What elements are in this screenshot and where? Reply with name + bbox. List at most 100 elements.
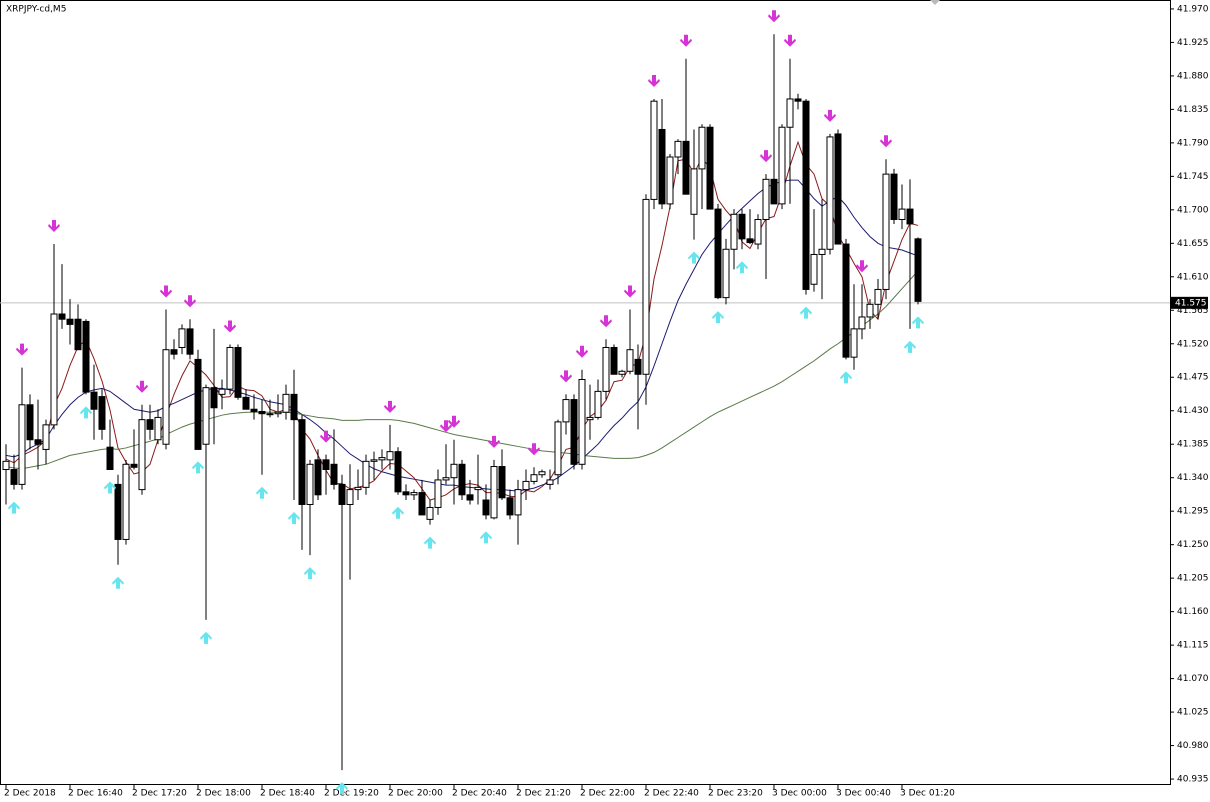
x-tick-label: 2 Dec 18:40 (260, 789, 315, 799)
candle-body (370, 459, 378, 462)
candle-body (666, 156, 674, 205)
candle-body (322, 459, 330, 471)
candle-body (50, 313, 58, 426)
buy-arrow (736, 261, 748, 274)
buy-arrow (80, 406, 92, 419)
buy-arrow (712, 311, 724, 324)
candle-body (138, 419, 146, 491)
buy-arrow (800, 306, 812, 319)
candle-body (786, 98, 794, 128)
sell-arrow (488, 435, 500, 448)
x-tick-label: 2 Dec 20:40 (452, 789, 507, 799)
sell-arrow (384, 400, 396, 413)
y-tick-label: 41.925 (1177, 38, 1209, 48)
candle-body (874, 288, 882, 305)
candle-body (314, 459, 322, 496)
candle-body (122, 463, 130, 540)
y-tick-label: 41.205 (1177, 574, 1209, 584)
candle-body (42, 424, 50, 450)
candle-body (730, 213, 738, 250)
y-tick-label: 40.980 (1177, 741, 1209, 751)
candle-body (682, 140, 690, 195)
candle-body (338, 483, 346, 505)
candle-body (234, 346, 242, 398)
sell-arrow (784, 34, 796, 47)
candle-body (706, 126, 714, 210)
candle-body (794, 98, 802, 102)
sell-arrow (16, 343, 28, 356)
candle-body (522, 480, 530, 491)
sell-arrow (680, 34, 692, 47)
candle-body (34, 439, 42, 445)
y-tick-label: 41.700 (1177, 205, 1209, 215)
candle-body (530, 474, 538, 482)
candle-body (842, 243, 850, 358)
candle-body (698, 126, 706, 170)
candle-body (378, 457, 386, 461)
y-tick-label: 41.025 (1177, 708, 1209, 718)
candle-body (2, 460, 10, 471)
y-tick-label: 41.295 (1177, 507, 1209, 517)
candle-body (490, 466, 498, 519)
buy-arrow (424, 536, 436, 549)
candle-body (714, 208, 722, 299)
sell-arrow (648, 74, 660, 87)
y-tick-label: 41.160 (1177, 607, 1209, 617)
buy-arrow (112, 576, 124, 589)
y-tick-label: 41.385 (1177, 440, 1209, 450)
candle-body (498, 466, 506, 499)
candle-body (426, 506, 434, 520)
shift-marker (930, 0, 940, 5)
candle-body (586, 416, 594, 421)
candle-body (634, 358, 642, 375)
candle-body (154, 416, 162, 441)
candle-body (410, 492, 418, 496)
candle-body (738, 213, 746, 240)
candle-body (386, 451, 394, 461)
buy-arrow (392, 506, 404, 519)
current-price-label: 41.575 (1175, 298, 1207, 308)
x-tick-label: 2 Dec 17:20 (132, 789, 187, 799)
y-tick-label: 41.565 (1177, 306, 1209, 316)
candle-body (242, 396, 250, 410)
candle-body (114, 483, 122, 540)
candle-body (210, 387, 218, 409)
candle-body (482, 499, 490, 516)
y-tick-label: 41.745 (1177, 172, 1209, 182)
y-tick-label: 41.430 (1177, 406, 1209, 416)
y-tick-label: 41.880 (1177, 71, 1209, 81)
candle-body (250, 408, 258, 412)
candle-body (914, 238, 922, 302)
current-price-box (1171, 296, 1208, 309)
sell-arrow (560, 370, 572, 383)
candle-body (218, 388, 226, 395)
sell-arrow (600, 315, 612, 328)
candle-body (202, 387, 210, 445)
candle-body (26, 404, 34, 441)
candle-body (282, 393, 290, 413)
x-tick-label: 2 Dec 21:20 (516, 789, 571, 799)
candle-body (162, 349, 170, 445)
buy-arrow (904, 340, 916, 353)
candle-body (474, 486, 482, 491)
sell-arrow (880, 135, 892, 148)
sell-arrow (448, 415, 460, 428)
buy-arrow (912, 316, 924, 329)
candle-body (402, 491, 410, 496)
candle-body (802, 100, 810, 290)
candle-body (258, 410, 266, 415)
y-tick-label: 40.935 (1177, 775, 1209, 785)
candle-body (194, 358, 202, 450)
candle-body (778, 126, 786, 205)
buy-arrow (688, 251, 700, 264)
x-tick-label: 2 Dec 20:00 (388, 789, 443, 799)
candle-body (394, 451, 402, 493)
candle-body (594, 390, 602, 418)
sell-arrow (136, 380, 148, 393)
candle-body (466, 494, 474, 501)
y-tick-label: 41.610 (1177, 272, 1209, 282)
x-tick-label: 3 Dec 00:40 (836, 789, 891, 799)
candle-body (10, 469, 18, 485)
candle-body (650, 100, 658, 200)
